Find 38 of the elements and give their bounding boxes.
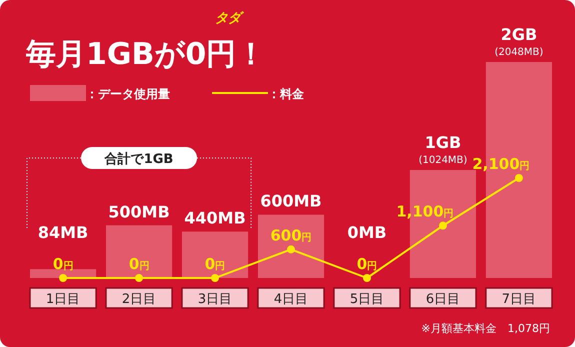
data-label: 600MB (260, 192, 322, 211)
point (514, 174, 523, 182)
data-label: 0円 (356, 255, 378, 273)
point (362, 274, 371, 282)
point (211, 274, 220, 282)
data-label: 2GB (2048MB) (494, 25, 544, 58)
bar (106, 225, 172, 278)
text: ※月額基本料金 1,078円 (421, 322, 550, 335)
annotation: 合計で1GB (104, 151, 174, 167)
x-tick-label: 2日目 (122, 292, 156, 307)
data-label: 440MB (184, 208, 246, 228)
data-label: 600円 (270, 226, 312, 244)
data-label: 0MB (347, 223, 387, 242)
point (59, 274, 68, 282)
point (438, 222, 447, 230)
data-label: 0円 (204, 255, 226, 273)
bar (30, 269, 96, 278)
bar (182, 232, 248, 278)
x-tick-label: 7日目 (502, 292, 536, 307)
point (135, 274, 144, 282)
data-label: 0円 (52, 255, 74, 273)
legend-label: ：料金 (268, 87, 305, 101)
data-label: 2,100円 (472, 155, 530, 173)
x-tick-label: 1日目 (46, 292, 80, 307)
chart-title: 毎月1GBが0円！ (25, 37, 266, 72)
data-label: 500MB (108, 202, 170, 222)
x-tick-label: 5日目 (350, 292, 384, 307)
x-tick-label: 6日目 (426, 292, 460, 307)
point (287, 245, 295, 254)
x-tick-label: 4日目 (274, 292, 308, 307)
legend-label: ：データ使用量 (86, 87, 170, 101)
data-label: 1,100円 (396, 202, 454, 221)
text: タダ (215, 11, 244, 26)
data-label: 84MB (38, 223, 88, 242)
data-label: 1GB (1024MB) (418, 133, 468, 166)
bar (258, 214, 324, 278)
data-label: 0円 (128, 255, 150, 273)
x-tick-label: 3日目 (198, 292, 232, 307)
